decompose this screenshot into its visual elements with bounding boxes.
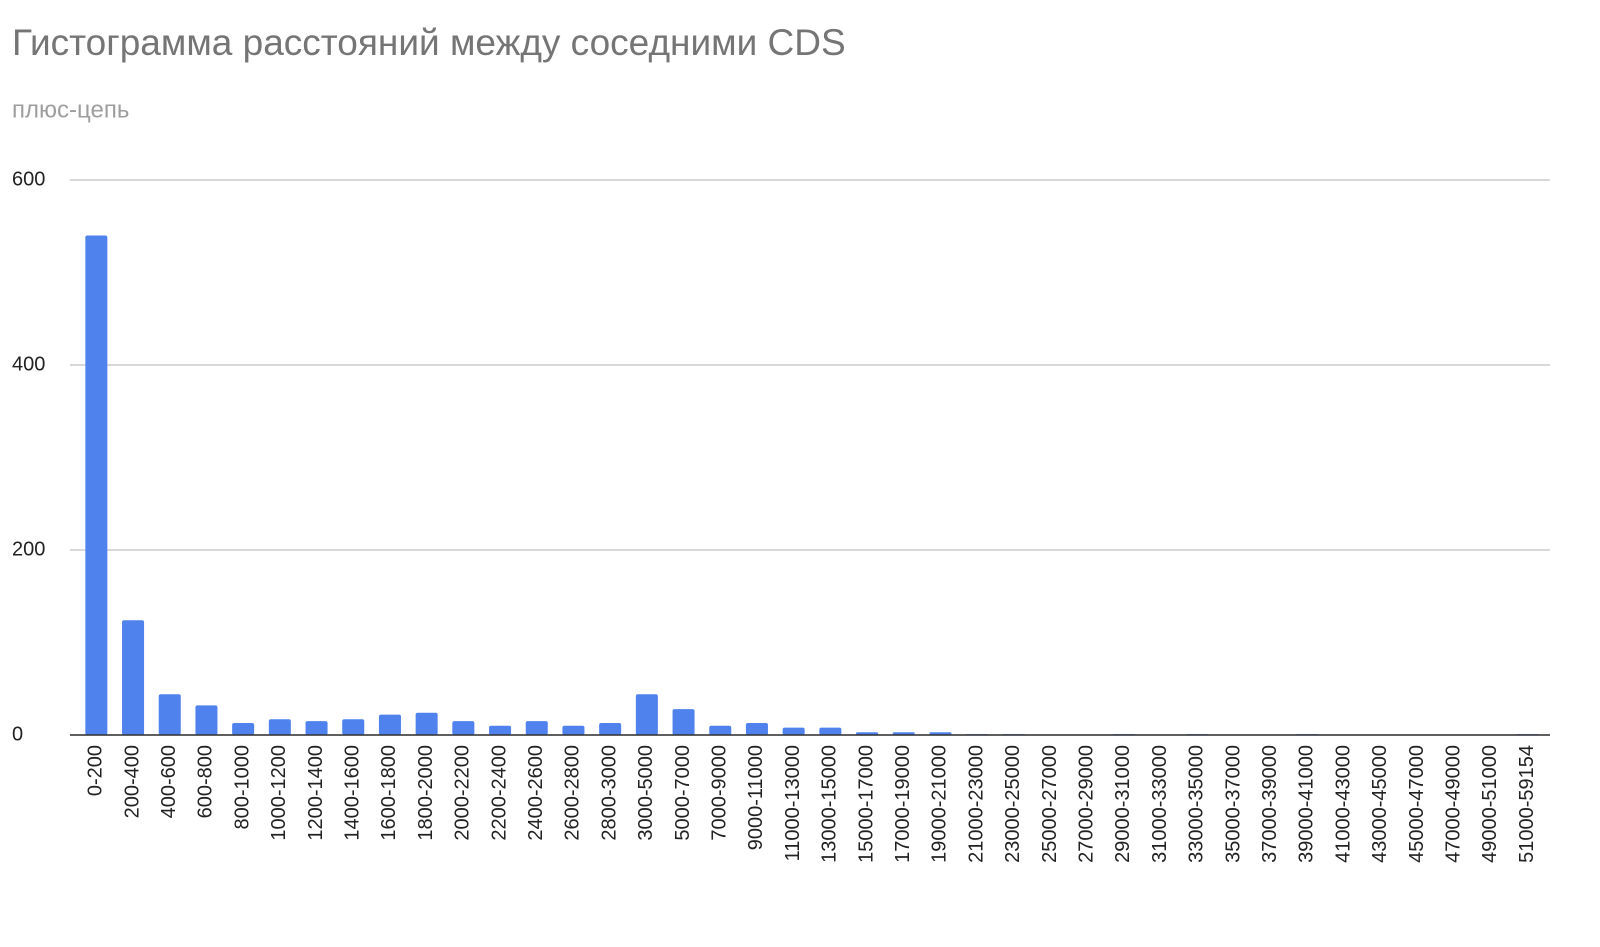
bar — [415, 712, 438, 735]
x-tick-label: 200-400 — [121, 745, 143, 818]
x-tick-label: 19000-21000 — [929, 745, 951, 863]
x-tick-label: 49000-51000 — [1479, 745, 1501, 863]
y-tick-label: 200 — [12, 538, 45, 560]
bar — [342, 719, 365, 735]
x-tick-label: 27000-29000 — [1076, 745, 1098, 863]
bar — [305, 721, 328, 735]
x-tick-label: 15000-17000 — [855, 745, 877, 863]
bar — [268, 719, 291, 735]
bar — [672, 709, 695, 735]
x-tick-label: 31000-33000 — [1149, 745, 1171, 863]
x-tick-label: 39000-41000 — [1296, 745, 1318, 863]
bar — [158, 694, 181, 735]
bar — [489, 725, 512, 735]
x-tick-label: 35000-37000 — [1222, 745, 1244, 863]
x-tick-label: 2400-2600 — [525, 745, 547, 841]
bar — [122, 620, 145, 735]
x-tick-label: 29000-31000 — [1112, 745, 1134, 863]
x-tick-label: 800-1000 — [231, 745, 253, 830]
x-tick-label: 9000-11000 — [745, 745, 767, 850]
bar — [635, 694, 658, 735]
x-tick-label: 41000-43000 — [1332, 745, 1354, 863]
y-tick-label: 0 — [12, 723, 23, 745]
x-tick-label: 25000-27000 — [1039, 745, 1061, 863]
x-tick-label: 45000-47000 — [1406, 745, 1428, 863]
x-tick-label: 3000-5000 — [635, 745, 657, 841]
x-tick-label: 21000-23000 — [965, 745, 987, 863]
x-tick-label: 17000-19000 — [892, 745, 914, 863]
bar — [195, 705, 218, 735]
y-tick-label: 600 — [12, 168, 45, 190]
x-tick-label: 37000-39000 — [1259, 745, 1281, 863]
x-tick-label: 13000-15000 — [819, 745, 841, 863]
x-tick-label: 1800-2000 — [415, 745, 437, 841]
x-tick-label: 2600-2800 — [562, 745, 584, 841]
x-tick-label: 47000-49000 — [1443, 745, 1465, 863]
x-tick-label: 7000-9000 — [709, 745, 731, 841]
x-tick-label: 33000-35000 — [1186, 745, 1208, 863]
x-tick-label: 0-200 — [85, 745, 107, 796]
x-tick-label: 51000-59154 — [1516, 745, 1538, 863]
x-tick-label: 2800-3000 — [598, 745, 620, 841]
bar — [562, 725, 585, 735]
chart-subtitle: плюс-цепь — [12, 96, 129, 123]
x-tick-label: 1000-1200 — [268, 745, 290, 841]
bar — [819, 727, 842, 735]
chart-title: Гистограмма расстояний между соседними C… — [12, 22, 846, 63]
x-tick-label: 400-600 — [158, 745, 180, 818]
x-tick-label: 1200-1400 — [305, 745, 327, 841]
x-tick-label: 1600-1800 — [378, 745, 400, 841]
bar — [452, 721, 475, 735]
x-tick-label: 11000-13000 — [782, 745, 804, 861]
bar — [745, 722, 768, 735]
x-tick-label: 1400-1600 — [342, 745, 364, 841]
y-tick-label: 400 — [12, 353, 45, 375]
bar — [525, 721, 548, 735]
x-tick-label: 43000-45000 — [1369, 745, 1391, 863]
bar — [709, 725, 732, 735]
bar — [378, 714, 401, 735]
x-tick-label: 600-800 — [195, 745, 217, 818]
bar — [599, 722, 622, 735]
bar — [85, 235, 108, 735]
x-tick-label: 2200-2400 — [488, 745, 510, 841]
bar — [782, 727, 805, 735]
bar — [232, 722, 255, 735]
x-tick-label: 23000-25000 — [1002, 745, 1024, 863]
x-tick-label: 2000-2200 — [452, 745, 474, 841]
x-tick-label: 5000-7000 — [672, 745, 694, 841]
